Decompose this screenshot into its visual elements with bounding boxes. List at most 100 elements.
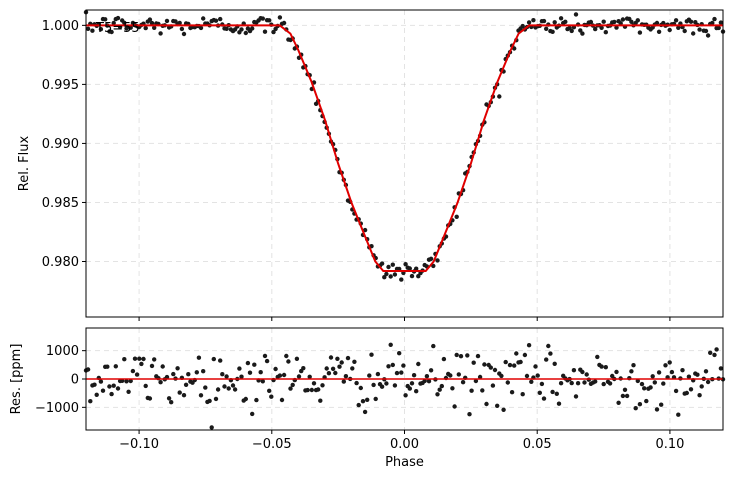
flux-data-point xyxy=(386,264,391,270)
residual-data-point xyxy=(333,370,338,376)
residual-data-point xyxy=(209,425,214,430)
flux-data-point xyxy=(392,272,398,277)
residual-data-point xyxy=(705,379,711,385)
flux-data-point xyxy=(541,18,547,24)
residual-data-point xyxy=(708,350,713,355)
residual-data-point xyxy=(269,394,274,399)
residual-data-point xyxy=(695,372,700,377)
residual-data-point xyxy=(661,381,666,386)
residual-data-point xyxy=(533,364,538,369)
residual-data-point xyxy=(488,365,493,370)
residual-data-point xyxy=(250,411,255,417)
residual-data-point xyxy=(552,361,557,366)
residual-data-point xyxy=(286,359,291,364)
residual-data-point xyxy=(226,386,231,391)
flux-data-point xyxy=(90,28,95,33)
residual-data-point xyxy=(439,383,444,389)
residual-data-point xyxy=(569,380,574,386)
flux-grid xyxy=(86,10,723,317)
x-tick-label: 0.10 xyxy=(655,437,684,452)
residual-data-point xyxy=(130,368,136,374)
residual-data-point xyxy=(522,352,528,358)
flux-data-point xyxy=(149,20,155,26)
residual-data-point xyxy=(652,380,657,385)
residual-data-point xyxy=(345,355,351,361)
flux-data-point xyxy=(115,15,121,21)
flux-data-point xyxy=(629,19,634,24)
flux-data-point xyxy=(382,275,387,280)
flux-data-point xyxy=(428,256,434,261)
residual-data-point xyxy=(601,381,606,387)
flux-data-point xyxy=(213,18,219,23)
residual-data-point xyxy=(514,351,519,356)
x-tick-label: 0.00 xyxy=(390,437,419,452)
flux-data-point xyxy=(409,273,415,279)
flux-data-point xyxy=(703,28,709,34)
residual-data-point xyxy=(201,369,206,374)
residual-data-point xyxy=(320,383,325,388)
residual-data-point xyxy=(484,401,489,407)
residual-data-point xyxy=(616,400,621,405)
residual-data-point xyxy=(526,343,532,348)
flux-data-point xyxy=(128,25,133,30)
flux-data-point xyxy=(497,94,502,99)
residual-data-point xyxy=(426,379,432,384)
residual-data-point xyxy=(379,384,385,389)
flux-data-point xyxy=(593,26,598,32)
residual-data-point xyxy=(414,389,419,394)
residual-data-point xyxy=(324,366,329,371)
flux-data-point xyxy=(614,25,619,30)
flux-data-point xyxy=(569,28,574,34)
residuals-panel: −0.10 −0.05 0.00 0.05 0.10 −1000 0 1000 Res. [p… xyxy=(9,327,726,470)
flux-data-point xyxy=(637,30,643,35)
residual-data-point xyxy=(452,404,457,409)
residual-data-point xyxy=(258,370,263,375)
flux-data-point xyxy=(710,20,715,26)
residual-data-point xyxy=(296,374,302,379)
flux-data-point xyxy=(103,17,108,22)
flux-data-point xyxy=(550,29,555,34)
residual-data-point xyxy=(350,366,355,371)
residual-data-point xyxy=(218,358,223,363)
residual-data-point xyxy=(279,397,285,403)
residual-data-point xyxy=(642,386,647,391)
residual-data-point xyxy=(177,390,182,395)
residuals-y-tick-label: 1000 xyxy=(46,344,79,359)
residual-data-point xyxy=(539,381,545,387)
residual-data-point xyxy=(175,366,180,371)
residual-data-point xyxy=(343,374,349,379)
residual-data-point xyxy=(171,371,176,377)
residual-data-point xyxy=(141,356,146,362)
residual-data-point xyxy=(354,380,359,386)
residual-data-point xyxy=(352,359,357,364)
residual-data-point xyxy=(203,385,208,390)
flux-data-point xyxy=(414,266,419,271)
residual-data-point xyxy=(137,356,142,361)
flux-data-point xyxy=(277,15,283,20)
residual-data-point xyxy=(394,370,400,376)
residual-data-point xyxy=(232,387,238,392)
flux-data-point xyxy=(109,29,114,35)
residual-data-point xyxy=(495,403,500,408)
residual-data-point xyxy=(686,374,692,379)
residual-data-point xyxy=(437,387,442,392)
residual-data-point xyxy=(365,397,370,402)
residual-data-point xyxy=(537,390,542,395)
flux-data-point xyxy=(578,28,583,33)
residual-data-point xyxy=(518,359,523,365)
flux-data-point xyxy=(243,30,248,36)
flux-data-point xyxy=(397,266,402,272)
residual-data-point xyxy=(339,360,344,365)
flux-data-point xyxy=(526,20,532,25)
flux-data-point xyxy=(580,31,585,36)
residual-data-point xyxy=(582,380,587,385)
residual-data-point xyxy=(371,382,376,388)
residual-data-point xyxy=(475,353,481,359)
residual-data-point xyxy=(456,372,461,377)
residual-data-point xyxy=(656,370,662,375)
residual-data-point xyxy=(124,379,129,384)
residual-data-point xyxy=(624,393,630,399)
residual-data-point xyxy=(288,386,293,391)
residual-data-point xyxy=(667,360,672,365)
residual-data-point xyxy=(215,387,221,392)
